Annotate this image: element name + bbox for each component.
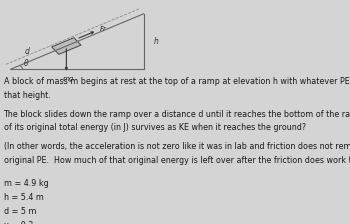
Text: of its original total energy (in J) survives as KE when it reaches the ground?: of its original total energy (in J) surv… [4, 123, 306, 132]
Text: (In other words, the acceleration is not zero like it was in lab and friction do: (In other words, the acceleration is not… [4, 142, 350, 151]
Text: h: h [154, 37, 159, 46]
Text: μ = 0.3: μ = 0.3 [4, 222, 33, 224]
Text: mg: mg [62, 76, 74, 82]
Text: Fr: Fr [100, 26, 107, 32]
Text: h = 5.4 m: h = 5.4 m [4, 193, 43, 202]
Text: d = 5 m: d = 5 m [4, 207, 36, 216]
Text: that height.: that height. [4, 91, 50, 100]
Polygon shape [52, 38, 81, 54]
Text: original PE.  How much of that original energy is left over after the friction d: original PE. How much of that original e… [4, 155, 350, 164]
Text: A block of mass m begins at rest at the top of a ramp at elevation h with whatev: A block of mass m begins at rest at the … [4, 77, 350, 86]
Text: d: d [25, 47, 29, 56]
Text: θ: θ [24, 59, 29, 68]
Text: m = 4.9 kg: m = 4.9 kg [4, 179, 48, 188]
Text: The block slides down the ramp over a distance d until it reaches the bottom of : The block slides down the ramp over a di… [4, 110, 350, 118]
